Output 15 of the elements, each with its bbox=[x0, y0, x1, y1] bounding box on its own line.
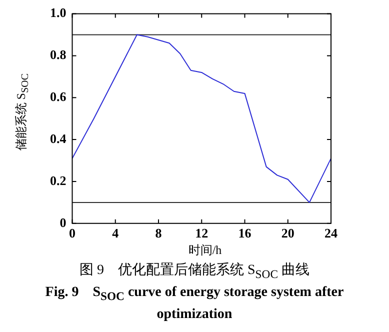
x-axis-title: 时间/h bbox=[188, 242, 222, 259]
x-tick-label: 16 bbox=[238, 226, 252, 241]
x-tick-label: 24 bbox=[324, 226, 338, 241]
x-tick-label: 20 bbox=[281, 226, 294, 241]
y-tick-label: 1.0 bbox=[50, 5, 66, 20]
x-tick-label: 4 bbox=[112, 226, 120, 241]
y-tick-label: 0.6 bbox=[50, 89, 67, 104]
y-tick-label: 0.4 bbox=[50, 130, 67, 146]
x-tick-label: 8 bbox=[155, 226, 162, 241]
caption: 图 9 优化配置后储能系统 S$_{SOC}$ 曲线 bbox=[78, 262, 310, 283]
x-tick-label: 12 bbox=[195, 226, 208, 241]
y-tick-label: 0 bbox=[60, 214, 66, 230]
caption: Fig. 9 S$_{SOC}$ curve of energy storage system after optimization bbox=[44, 284, 345, 324]
y-tick-label: 0.2 bbox=[50, 172, 66, 188]
y-tick-label: 0.8 bbox=[50, 47, 67, 62]
